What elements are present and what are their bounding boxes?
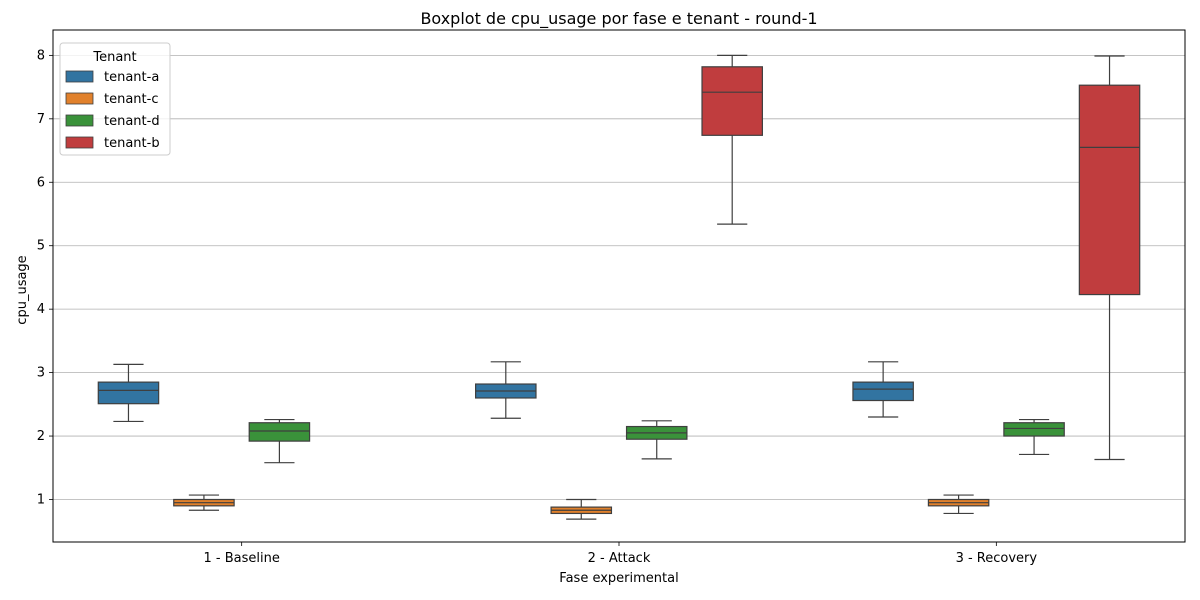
y-tick-label: 6 bbox=[37, 175, 45, 190]
iqr-box bbox=[852, 381, 914, 402]
box-tenant-b bbox=[1078, 55, 1141, 461]
legend-swatch-tenant-a bbox=[65, 70, 94, 83]
legend-swatch-tenant-d bbox=[65, 114, 94, 127]
box-tenant-c bbox=[550, 498, 613, 520]
y-tick-label: 7 bbox=[37, 112, 45, 127]
x-axis-label: Fase experimental bbox=[559, 571, 678, 586]
box-tenant-d bbox=[1003, 418, 1065, 456]
y-axis: 1 2 3 4 5 6 7 8 bbox=[37, 48, 53, 507]
iqr-box bbox=[97, 381, 160, 405]
iqr-box bbox=[1078, 84, 1141, 296]
legend-label-tenant-c: tenant-c bbox=[104, 92, 158, 107]
grid-lines bbox=[53, 54, 1185, 500]
iqr-box bbox=[701, 66, 763, 136]
boxes bbox=[97, 54, 1141, 520]
legend-label-tenant-d: tenant-d bbox=[104, 114, 160, 129]
box-tenant-c bbox=[927, 494, 990, 515]
chart-title: Boxplot de cpu_usage por fase e tenant -… bbox=[420, 9, 817, 29]
box-tenant-a bbox=[475, 361, 537, 419]
y-tick-label: 4 bbox=[37, 302, 45, 317]
legend-title: Tenant bbox=[92, 50, 136, 65]
y-tick-label: 5 bbox=[37, 239, 45, 254]
legend-items: tenant-a tenant-c tenant-d tenant-b bbox=[65, 70, 160, 151]
iqr-box bbox=[1003, 422, 1065, 437]
legend: Tenant tenant-a tenant-c tenant-d tenant-b bbox=[59, 42, 171, 156]
y-tick-label: 8 bbox=[37, 48, 45, 63]
legend-label-tenant-b: tenant-b bbox=[104, 136, 160, 151]
y-tick-label: 3 bbox=[37, 366, 45, 381]
y-tick-label: 2 bbox=[37, 429, 45, 444]
x-tick-label: 1 - Baseline bbox=[203, 551, 279, 566]
legend-label-tenant-a: tenant-a bbox=[104, 70, 159, 85]
box-tenant-b bbox=[701, 54, 763, 225]
legend-swatch-tenant-c bbox=[65, 92, 94, 105]
plot-area-background bbox=[53, 30, 1185, 542]
y-tick-label: 1 bbox=[37, 492, 45, 507]
box-tenant-c bbox=[173, 494, 235, 511]
box-tenant-d bbox=[248, 418, 311, 464]
box-tenant-a bbox=[97, 363, 160, 423]
x-axis: 1 - Baseline 2 - Attack 3 - Recovery bbox=[203, 542, 1037, 566]
box-tenant-a bbox=[852, 361, 914, 418]
box-tenant-d bbox=[625, 420, 688, 460]
x-tick-label: 3 - Recovery bbox=[956, 551, 1038, 566]
iqr-box bbox=[248, 422, 311, 442]
x-tick-label: 2 - Attack bbox=[588, 551, 651, 566]
y-axis-label: cpu_usage bbox=[15, 255, 30, 324]
legend-swatch-tenant-b bbox=[65, 136, 94, 149]
